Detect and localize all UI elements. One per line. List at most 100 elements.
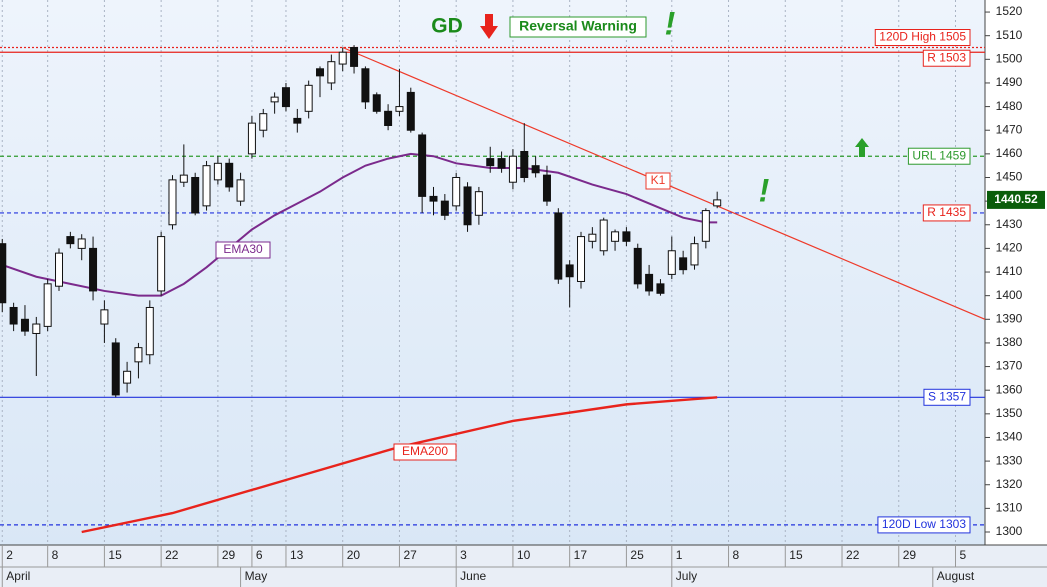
x-tick-label: 22 xyxy=(846,548,860,562)
candle-body xyxy=(179,174,188,183)
month-label: May xyxy=(245,569,268,583)
candle-body xyxy=(89,247,98,292)
candle-body xyxy=(508,155,517,183)
y-tick-label: 1360 xyxy=(996,382,1023,396)
candle-body xyxy=(542,174,551,202)
candle-body xyxy=(452,176,461,207)
warning-label: Reversal Warning xyxy=(519,18,637,34)
level-label: S 1357 xyxy=(928,389,966,403)
y-tick-label: 1470 xyxy=(996,122,1023,136)
last-price-label: 1440.52 xyxy=(994,192,1038,206)
x-tick-label: 5 xyxy=(959,548,966,562)
candle-body xyxy=(645,273,654,292)
x-tick-label: 15 xyxy=(108,548,122,562)
candle-body xyxy=(577,236,586,282)
candle-body xyxy=(429,195,438,202)
candle-body xyxy=(633,247,642,285)
y-tick-label: 1300 xyxy=(996,524,1023,538)
candle-body xyxy=(55,252,64,287)
candle-body xyxy=(713,199,722,207)
level-label: R 1435 xyxy=(927,205,966,219)
y-tick-label: 1460 xyxy=(996,146,1023,160)
y-tick-label: 1490 xyxy=(996,75,1023,89)
candle-body xyxy=(520,150,529,178)
y-tick-label: 1510 xyxy=(996,28,1023,42)
candle-body xyxy=(157,236,166,292)
exclamation: ! xyxy=(665,5,676,41)
ma-label: EMA200 xyxy=(402,444,448,458)
candle-body xyxy=(134,347,143,363)
level-label: URL 1459 xyxy=(912,148,966,162)
candle-body xyxy=(259,113,268,131)
x-tick-label: 8 xyxy=(52,548,59,562)
x-tick-label: 10 xyxy=(517,548,531,562)
candle-body xyxy=(531,165,540,174)
candle-body xyxy=(191,176,200,214)
candle-body xyxy=(486,158,495,167)
candle-body xyxy=(100,309,109,325)
candle-body xyxy=(20,318,29,332)
candle-body xyxy=(701,210,710,242)
x-tick-label: 27 xyxy=(403,548,417,562)
level-label: R 1503 xyxy=(927,50,966,64)
ma-label-box xyxy=(215,241,271,259)
candle-body xyxy=(418,134,427,197)
candle-body xyxy=(304,84,313,112)
x-tick-label: 20 xyxy=(347,548,361,562)
x-tick-label: 6 xyxy=(256,548,263,562)
y-tick-label: 1430 xyxy=(996,217,1023,231)
y-tick-label: 1520 xyxy=(996,4,1023,18)
candle-body xyxy=(213,162,222,181)
y-tick-label: 1320 xyxy=(996,477,1023,491)
candle-body xyxy=(327,61,336,84)
exclamation: ! xyxy=(759,172,770,208)
ma-label-box xyxy=(393,443,457,461)
candle-body xyxy=(611,231,620,242)
candle-body xyxy=(66,236,75,245)
y-tick-label: 1410 xyxy=(996,264,1023,278)
candle-body xyxy=(316,68,325,77)
y-tick-label: 1450 xyxy=(996,170,1023,184)
x-tick-label: 8 xyxy=(733,548,740,562)
level-label: 120D High 1505 xyxy=(879,30,966,44)
candle-body xyxy=(565,264,574,278)
candle-body xyxy=(406,91,415,131)
level-label-box xyxy=(922,49,971,67)
y-tick-label: 1400 xyxy=(996,288,1023,302)
candle-body xyxy=(225,162,234,188)
candle-body xyxy=(395,106,404,112)
y-tick-label: 1480 xyxy=(996,99,1023,113)
candle-body xyxy=(350,47,359,67)
level-label: 120D Low 1303 xyxy=(882,517,966,531)
candle-body xyxy=(145,306,154,356)
candle-body xyxy=(588,233,597,242)
candle-body xyxy=(384,110,393,126)
level-label-box xyxy=(907,147,971,165)
y-tick-label: 1340 xyxy=(996,430,1023,444)
candle-body xyxy=(111,342,120,396)
candle-body xyxy=(679,257,688,271)
candle-body xyxy=(690,243,699,266)
y-tick-label: 1310 xyxy=(996,501,1023,515)
x-tick-label: 3 xyxy=(460,548,467,562)
x-tick-label: 17 xyxy=(574,548,588,562)
candle-body xyxy=(32,323,41,334)
x-tick-label: 2 xyxy=(6,548,13,562)
y-tick-label: 1330 xyxy=(996,453,1023,467)
candle-body xyxy=(123,370,132,384)
candle-body xyxy=(474,191,483,216)
month-label: June xyxy=(460,569,486,583)
ma-line xyxy=(1,152,718,297)
candle-body xyxy=(247,122,256,155)
candle-body xyxy=(270,96,279,103)
level-label-box xyxy=(923,388,971,406)
candle-body xyxy=(293,117,302,124)
signal-label: GD xyxy=(431,15,463,38)
x-tick-label: 13 xyxy=(290,548,304,562)
candle-body xyxy=(0,243,7,304)
candle-body xyxy=(667,250,676,275)
up-arrow xyxy=(855,138,869,157)
month-label: July xyxy=(676,569,697,583)
candle-body xyxy=(281,87,290,108)
